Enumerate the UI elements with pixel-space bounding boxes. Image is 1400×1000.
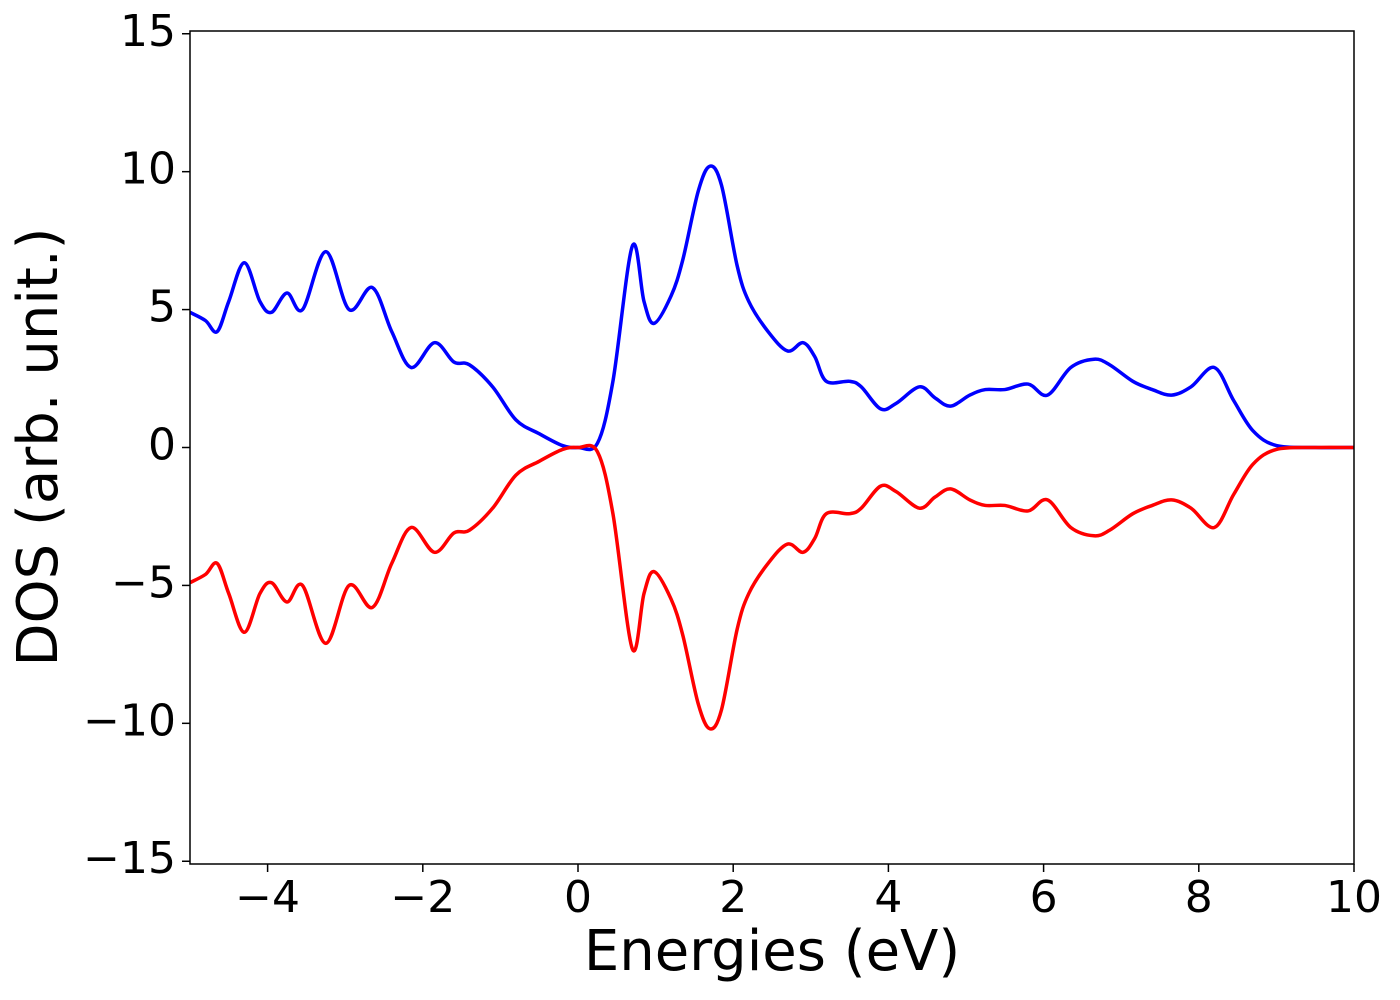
x-tick-label: −2 [390,872,455,923]
x-axis-label: Energies (eV) [584,919,960,984]
y-tick-label: 0 [148,420,176,471]
series-line [190,443,1354,731]
y-tick-label: −5 [111,557,176,608]
x-tick-label: 2 [719,872,747,923]
y-tick-label: −15 [83,833,176,884]
y-tick-label: 5 [148,282,176,333]
y-tick-label: 10 [120,144,176,195]
x-tick-label: 0 [564,872,592,923]
x-tick-label: 6 [1030,872,1058,923]
x-tick-label: −4 [235,872,300,923]
y-tick-label: 15 [120,6,176,57]
x-tick-label: 4 [874,872,902,923]
x-tick-label: 8 [1185,872,1213,923]
plot-frame [189,30,1355,865]
series-line [190,164,1354,452]
y-tick-label: −10 [83,695,176,746]
y-axis-label: DOS (arb. unit.) [6,227,71,666]
x-tick-label: 10 [1326,872,1382,923]
